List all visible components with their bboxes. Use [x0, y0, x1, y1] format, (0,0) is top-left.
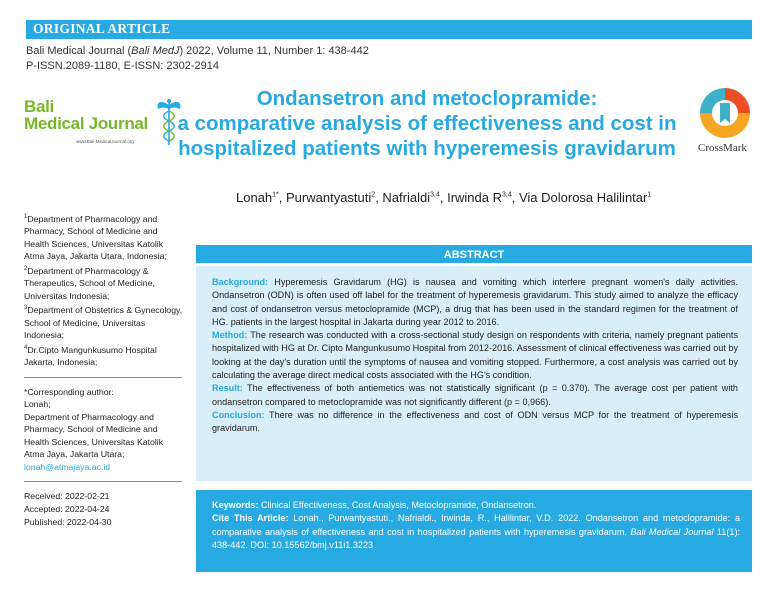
crossmark-icon [700, 88, 750, 138]
journal-abbrev: Bali MedJ [131, 45, 180, 57]
title-line-2: a comparative analysis of effectiveness … [177, 112, 677, 135]
journal-logo: Bali Medical Journal www.Bali-MedicalJou… [24, 97, 181, 149]
logo-url: www.Bali-MedicalJournal.org [76, 139, 134, 144]
author-name: Lonah [236, 190, 273, 205]
author-separator: , [278, 190, 287, 205]
author-affiliation-mark: 3,4 [502, 191, 512, 199]
abstract-section-text: There was no difference in the effective… [212, 409, 738, 434]
affiliation-text: Dr.Cipto Mangunkusumo Hospital Jakarta, … [24, 344, 157, 368]
article-sidebar: 1Department of Pharmacology and Pharmacy… [24, 211, 184, 529]
author-affiliation-mark: 3,4 [430, 191, 440, 199]
keywords-text: Clinical Effectiveness, Cost Analysis, M… [261, 500, 537, 510]
journal-citation-line: Bali Medical Journal (Bali MedJ) 2022, V… [26, 45, 369, 57]
crossmark-badge[interactable]: CrossMark [698, 86, 752, 156]
author-list: Lonah1*, Purwantyastuti2, Nafrialdi3,4, … [236, 190, 651, 205]
author-affiliation-mark: 2 [371, 191, 376, 199]
affiliation-text: Department of Obstetrics & Gynecology, S… [24, 305, 183, 341]
author-name: Via Dolorosa Halilintar [518, 190, 648, 205]
affiliation-item: 3Department of Obstetrics & Gynecology, … [24, 302, 184, 341]
corresponding-label: *Corresponding author: [24, 386, 114, 397]
issn-line: P-ISSN.2089-1180, E-ISSN: 2302-2914 [26, 60, 220, 72]
cite-label: Cite This Article: [212, 513, 289, 524]
keywords-label: Keywords: [212, 500, 259, 510]
author: Lonah1*, [236, 190, 286, 205]
abstract-section-text: The research was conducted with a cross-… [212, 330, 739, 381]
logo-word-medical-journal: Medical Journal [24, 114, 148, 133]
affiliation-number: 1 [24, 214, 28, 220]
journal-name: Bali Medical Journal ( [26, 45, 132, 57]
abstract-section-label: Background: [212, 277, 269, 287]
published-date: Published: 2022-04-30 [24, 517, 112, 528]
author-name: Nafrialdi [382, 190, 431, 205]
abstract-section-text: Hyperemesis Gravidarum (HG) is nausea an… [212, 277, 738, 327]
caduceus-icon [157, 99, 181, 145]
abstract-section-text: The effectiveness of both antiemetics wa… [212, 383, 738, 407]
article-dates: Received: 2022-02-21 Accepted: 2022-04-2… [24, 490, 184, 529]
keywords-cite-box: Keywords: Clinical Effectiveness, Cost A… [196, 490, 752, 572]
author-name: Purwantyastuti [286, 190, 372, 205]
article-type-label: ORIGINAL ARTICLE [33, 21, 171, 36]
abstract-heading-bar: ABSTRACT [196, 245, 752, 263]
affiliation-list: 1Department of Pharmacology and Pharmacy… [24, 211, 184, 369]
author: Purwantyastuti2, [286, 190, 382, 205]
corresponding-name: Lonah; [24, 399, 51, 410]
accepted-date: Accepted: 2022-04-24 [24, 504, 110, 515]
author-separator: , [439, 190, 448, 205]
corresponding-email-link[interactable]: lonah@atmajaya.ac.id [24, 461, 111, 472]
affiliation-item: 4Dr.Cipto Mangunkusumo Hospital Jakarta,… [24, 342, 184, 369]
affiliation-item: 2Department of Pharmacology & Therapeuti… [24, 263, 184, 302]
corresponding-address: Department of Pharmacology and Pharmacy,… [24, 411, 164, 460]
author: Irwinda R3,4, [447, 190, 519, 205]
affiliation-number: 4 [24, 344, 28, 351]
author: Nafrialdi3,4, [382, 190, 447, 205]
keywords: Keywords: Clinical Effectiveness, Cost A… [212, 499, 740, 512]
abstract-heading: ABSTRACT [443, 249, 505, 261]
affiliation-item: 1Department of Pharmacology and Pharmacy… [24, 211, 184, 263]
author-name: Irwinda R [447, 190, 502, 205]
author-affiliation-mark: 1* [272, 191, 279, 199]
article-title: Ondansetron and metoclopramide: a compar… [172, 86, 682, 161]
cite-journal: Bali Medical Journal [630, 526, 714, 537]
affiliation-text: Department of Pharmacology & Therapeutic… [24, 265, 155, 301]
abstract-box: Background: Hyperemesis Gravidarum (HG) … [196, 266, 752, 481]
title-line-3: hospitalized patients with hyperemesis g… [178, 137, 676, 160]
author-affiliation-mark: 1 [647, 191, 652, 199]
journal-volume: ) 2022, Volume 11, Number 1: 438-442 [179, 45, 369, 57]
divider [24, 481, 182, 483]
abstract-section-label: Result: [212, 383, 243, 394]
author-separator: , [375, 190, 383, 205]
article-type-banner: ORIGINAL ARTICLE [26, 20, 752, 39]
logo-word-bali: Bali [24, 97, 54, 116]
abstract-section-label: Method: [212, 330, 248, 341]
title-line-1: Ondansetron and metoclopramide: [256, 87, 598, 110]
divider [24, 376, 182, 378]
affiliation-text: Department of Pharmacology and Pharmacy,… [24, 213, 167, 262]
cite-text: Lonah., Purwantyastuti., Nafrialdi., Irw… [212, 513, 740, 537]
corresponding-author: *Corresponding author: Lonah; Department… [24, 386, 184, 474]
author: Via Dolorosa Halilintar1 [519, 190, 651, 205]
affiliation-number: 3 [24, 305, 28, 312]
affiliation-number: 2 [24, 265, 28, 272]
received-date: Received: 2022-02-21 [24, 491, 110, 502]
crossmark-label: CrossMark [698, 142, 747, 154]
abstract-section-label: Conclusion: [212, 409, 265, 420]
cite-this-article: Cite This Article: Lonah., Purwantyastut… [212, 512, 740, 552]
cite-doi: 11(1): 438-442. DOI: 10.15562/bmj.v11i1.… [212, 526, 741, 550]
author-separator: , [511, 190, 519, 205]
